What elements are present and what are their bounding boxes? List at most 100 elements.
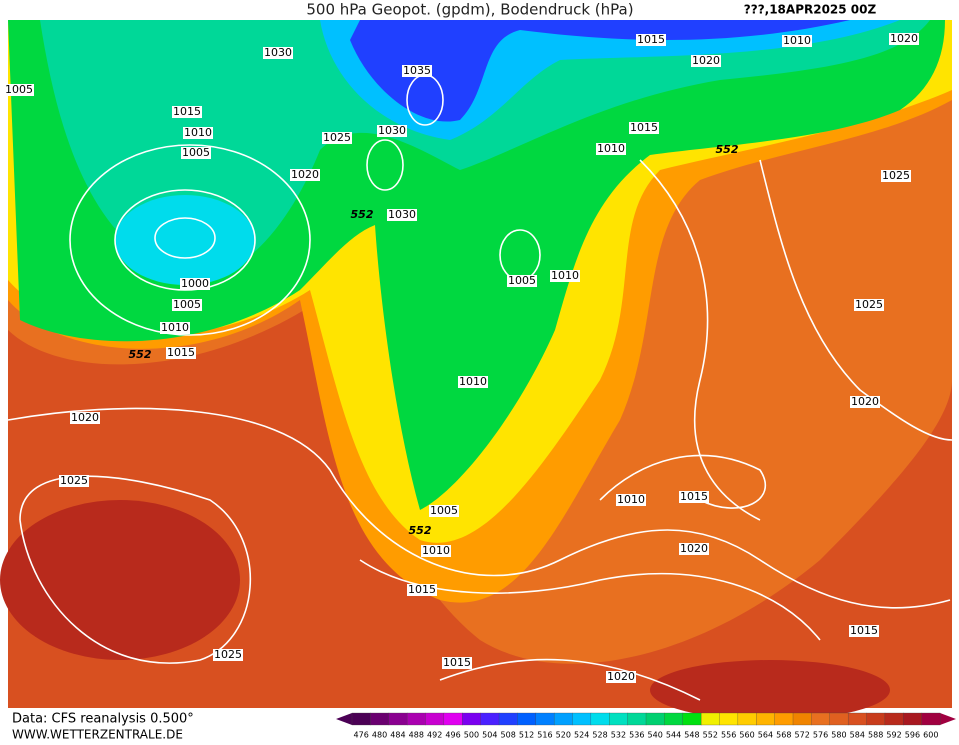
isobar-label: 1015 — [637, 33, 665, 46]
label-box — [429, 505, 459, 517]
isobar-label: 1005 — [430, 504, 458, 517]
label-box — [850, 396, 880, 408]
colorbar-label: 576 — [813, 731, 828, 740]
colorbar-swatch — [811, 712, 831, 726]
colorbar: 476 480 484 488 492 496 500 504 508 512 516 520 524 5… — [336, 712, 956, 740]
isobar — [439, 658, 701, 701]
label-box — [606, 671, 636, 683]
label-box — [4, 84, 34, 96]
label-box — [407, 584, 437, 596]
isobar-label: 1010 — [783, 34, 811, 47]
label-box — [160, 322, 190, 334]
colorbar-label: 536 — [629, 731, 644, 740]
colorbar-label: 500 — [464, 731, 479, 740]
isobar-label: 1015 — [850, 624, 878, 637]
colorbar-swatch — [627, 712, 647, 726]
map-title: 500 hPa Geopot. (gpdm), Bodendruck (hPa) — [306, 1, 633, 19]
colorbar-swatch — [774, 712, 794, 726]
isobar-label: 1015 — [443, 656, 471, 669]
colorbar-swatch — [388, 712, 408, 726]
colorbar-swatch — [517, 712, 537, 726]
colorbar-label: 496 — [445, 731, 460, 740]
colorbar-label: 580 — [831, 731, 846, 740]
colorbar-swatch — [480, 712, 500, 726]
colorbar-label: 564 — [758, 731, 773, 740]
isobar-label: 1015 — [167, 346, 195, 359]
label-box — [377, 125, 407, 137]
colorbar-label: 492 — [427, 731, 442, 740]
colorbar-swatch — [498, 712, 518, 726]
colorbar-label: 480 — [372, 731, 387, 740]
field-592 — [650, 660, 890, 720]
label-box — [442, 657, 472, 669]
isobar-label: 1030 — [264, 46, 292, 59]
label-box — [59, 475, 89, 487]
site-url: WWW.WETTERZENTRALE.DE — [12, 728, 183, 742]
label-box — [679, 543, 709, 555]
label-box — [290, 169, 320, 181]
colorbar-swatch — [572, 712, 592, 726]
label-box — [166, 347, 196, 359]
isobar-label: 1025 — [855, 298, 883, 311]
isobar-label: 1010 — [184, 126, 212, 139]
colorbar-swatch — [370, 712, 390, 726]
colorbar-swatch — [462, 712, 482, 726]
isobar-label: 1020 — [851, 395, 879, 408]
colorbar-arrow-left — [336, 713, 352, 725]
label-box — [889, 33, 919, 45]
label-box — [387, 209, 417, 221]
isobar-label: 1025 — [882, 169, 910, 182]
isobar-label: 1010 — [459, 375, 487, 388]
colorbar-label: 544 — [666, 731, 681, 740]
isobar-label: 1010 — [597, 142, 625, 155]
colorbar-label: 512 — [519, 731, 534, 740]
label-box — [172, 106, 202, 118]
isobar-label: 1025 — [323, 131, 351, 144]
colorbar-label: 588 — [868, 731, 883, 740]
isobar — [639, 159, 761, 521]
colorbar-swatch — [406, 712, 426, 726]
colorbar-swatch — [645, 712, 665, 726]
colorbar-arrow-right — [940, 713, 956, 725]
field-592 — [0, 500, 240, 660]
isobar-label: 1010 — [551, 269, 579, 282]
label-box — [507, 275, 537, 287]
colorbar-label: 524 — [574, 731, 589, 740]
isobar-label: 1030 — [388, 208, 416, 221]
colorbar-swatch — [682, 712, 702, 726]
colorbar-label: 540 — [648, 731, 663, 740]
colorbar-swatch — [664, 712, 684, 726]
isobar-labels: 1030 1035 1015 1010 1020 1020 1005 1015 1010 1005… — [4, 32, 919, 683]
label-box — [180, 278, 210, 290]
label-box — [881, 170, 911, 182]
colorbar-swatch — [847, 712, 867, 726]
colorbar-label: 568 — [776, 731, 791, 740]
colorbar-swatch — [719, 712, 739, 726]
isobar-label: 1015 — [680, 490, 708, 503]
colorbar-label: 552 — [703, 731, 718, 740]
colorbar-label: 560 — [739, 731, 754, 740]
colorbar-swatch — [535, 712, 555, 726]
contour-label: 552 — [129, 348, 152, 361]
colorbar-label: 528 — [592, 731, 607, 740]
colorbar-label: 556 — [721, 731, 736, 740]
colorbar-label: 572 — [795, 731, 810, 740]
colorbar-label: 476 — [354, 731, 369, 740]
colorbar-swatch — [553, 712, 573, 726]
label-box — [550, 270, 580, 282]
isobar-label: 1020 — [71, 411, 99, 424]
isobar-label: 1015 — [630, 121, 658, 134]
map: 1030 1035 1015 1010 1020 1020 1005 1015 1010 1005… — [0, 20, 953, 720]
isobar — [154, 217, 216, 259]
colorbar-swatch — [737, 712, 757, 726]
isobar — [7, 407, 951, 609]
label-box — [596, 143, 626, 155]
isobar-label: 1015 — [173, 105, 201, 118]
colorbar-swatch — [884, 712, 904, 726]
colorbar-swatch — [443, 712, 463, 726]
colorbar-label: 504 — [482, 731, 497, 740]
label-box — [691, 55, 721, 67]
colorbar-swatch — [351, 712, 371, 726]
isobar-label: 1010 — [422, 544, 450, 557]
label-box — [70, 412, 100, 424]
